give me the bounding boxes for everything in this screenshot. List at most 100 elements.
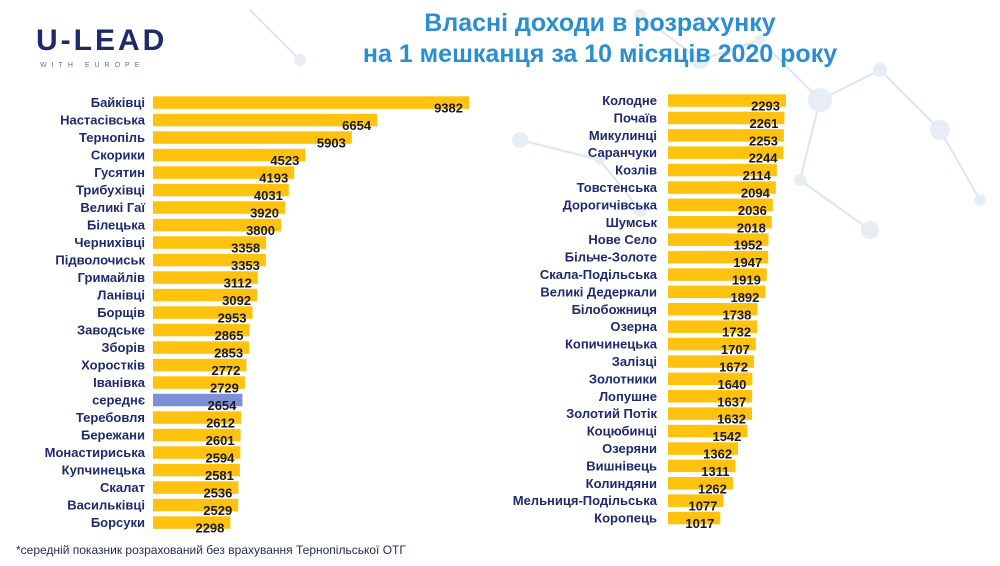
category-label: Товстенська: [577, 180, 658, 195]
bar: [668, 233, 769, 246]
bar: [668, 285, 766, 299]
category-label: Почаїв: [614, 110, 657, 125]
value-label: 1919: [732, 273, 761, 288]
bar: [153, 218, 281, 232]
bar: [153, 183, 289, 197]
category-label: Іванівка: [93, 375, 146, 390]
value-label: 4193: [259, 171, 288, 186]
value-label: 2601: [206, 433, 235, 448]
left-bar-chart: Байківці 9382 Настасівська 6654 Тернопіль 590…: [45, 95, 469, 536]
value-label: 2772: [211, 363, 240, 378]
bar: [153, 271, 258, 284]
category-label: Мельниця-Подільська: [513, 493, 658, 508]
bar: [153, 148, 306, 162]
category-label: Васильківці: [67, 498, 145, 513]
bar: [668, 268, 767, 281]
value-label: 2018: [737, 220, 766, 235]
value-label: 3358: [231, 241, 260, 256]
category-label: Настасівська: [60, 113, 146, 128]
category-label: Скалат: [100, 480, 145, 495]
bar: [153, 288, 258, 302]
value-label: 2594: [205, 451, 235, 466]
category-label: Золотий Потік: [566, 406, 657, 421]
value-label: 4031: [254, 188, 283, 203]
category-label: Білобожниця: [572, 302, 657, 317]
value-label: 3092: [222, 293, 251, 308]
bar: [153, 341, 250, 354]
category-label: Заводське: [77, 323, 145, 338]
category-label: Гримайлів: [78, 270, 145, 285]
value-label: 1952: [734, 238, 763, 253]
value-label: 2953: [218, 311, 247, 326]
category-label: Коцюбинці: [587, 424, 657, 439]
bar: [668, 355, 754, 368]
bar: [668, 303, 758, 316]
bar: [153, 498, 239, 512]
value-label: 1542: [712, 429, 741, 444]
value-label: 1640: [717, 377, 746, 392]
bar: [668, 320, 758, 333]
bar: [668, 94, 786, 107]
value-label: 1632: [717, 412, 746, 427]
value-label: 9382: [434, 101, 463, 116]
category-label: Коропець: [594, 511, 657, 526]
bar: [668, 111, 785, 125]
category-label: Копичинецька: [565, 337, 658, 352]
bar: [668, 198, 773, 212]
bar: [153, 516, 231, 529]
chart-title: Власні доходи в розрахунку на 1 мешканця…: [220, 8, 980, 70]
chart-title-line-2: на 1 мешканця за 10 місяців 2020 року: [362, 40, 838, 68]
category-label: Монастириська: [45, 445, 146, 460]
category-label: Микулинці: [589, 128, 657, 143]
value-label: 2853: [214, 346, 243, 361]
bar: [668, 216, 772, 229]
bar: [153, 358, 247, 372]
category-label: Нове Село: [588, 232, 657, 247]
value-label: 3800: [246, 223, 275, 238]
value-label: 6654: [342, 118, 372, 133]
bar: [153, 376, 245, 389]
value-label: 2036: [738, 203, 767, 218]
value-label: 1262: [698, 481, 727, 496]
category-label: середнє: [92, 393, 145, 408]
category-label: Бережани: [81, 428, 145, 443]
bar: [153, 113, 378, 127]
category-label: Шумськ: [606, 215, 658, 230]
bar: [153, 306, 253, 319]
bar: [668, 459, 736, 473]
bar: [668, 511, 721, 525]
category-label: Великі Дедеркали: [540, 284, 657, 299]
bar: [153, 131, 352, 144]
value-label: 5903: [317, 136, 346, 151]
bar: [153, 446, 241, 459]
value-label: 2865: [215, 328, 244, 343]
value-label: 1637: [717, 394, 746, 409]
value-label: 1362: [703, 447, 732, 462]
bar: [668, 494, 724, 507]
category-label: Ланівці: [97, 288, 145, 303]
value-label: 1672: [719, 360, 748, 375]
value-label: 2261: [749, 116, 778, 131]
category-label: Тернопіль: [79, 130, 145, 145]
category-label: Великі Гаї: [80, 200, 145, 215]
bar: [153, 463, 240, 477]
category-label: Більче-Золоте: [565, 250, 657, 265]
bar: [668, 163, 777, 177]
bar: [153, 411, 241, 424]
bar: [153, 253, 266, 267]
value-label: 1732: [722, 325, 751, 340]
category-label: Трибухівці: [76, 183, 145, 198]
value-label: 3353: [231, 258, 260, 273]
category-label: Озерна: [610, 319, 657, 334]
category-label: Зборів: [101, 340, 145, 355]
value-label: 1738: [722, 307, 751, 322]
value-label: 1892: [730, 290, 759, 305]
category-label: Купчинецька: [62, 463, 146, 478]
value-label: 1707: [721, 342, 750, 357]
bar: [668, 424, 748, 438]
value-label: 2253: [749, 133, 778, 148]
bar: [668, 181, 776, 194]
value-label: 4523: [270, 153, 299, 168]
